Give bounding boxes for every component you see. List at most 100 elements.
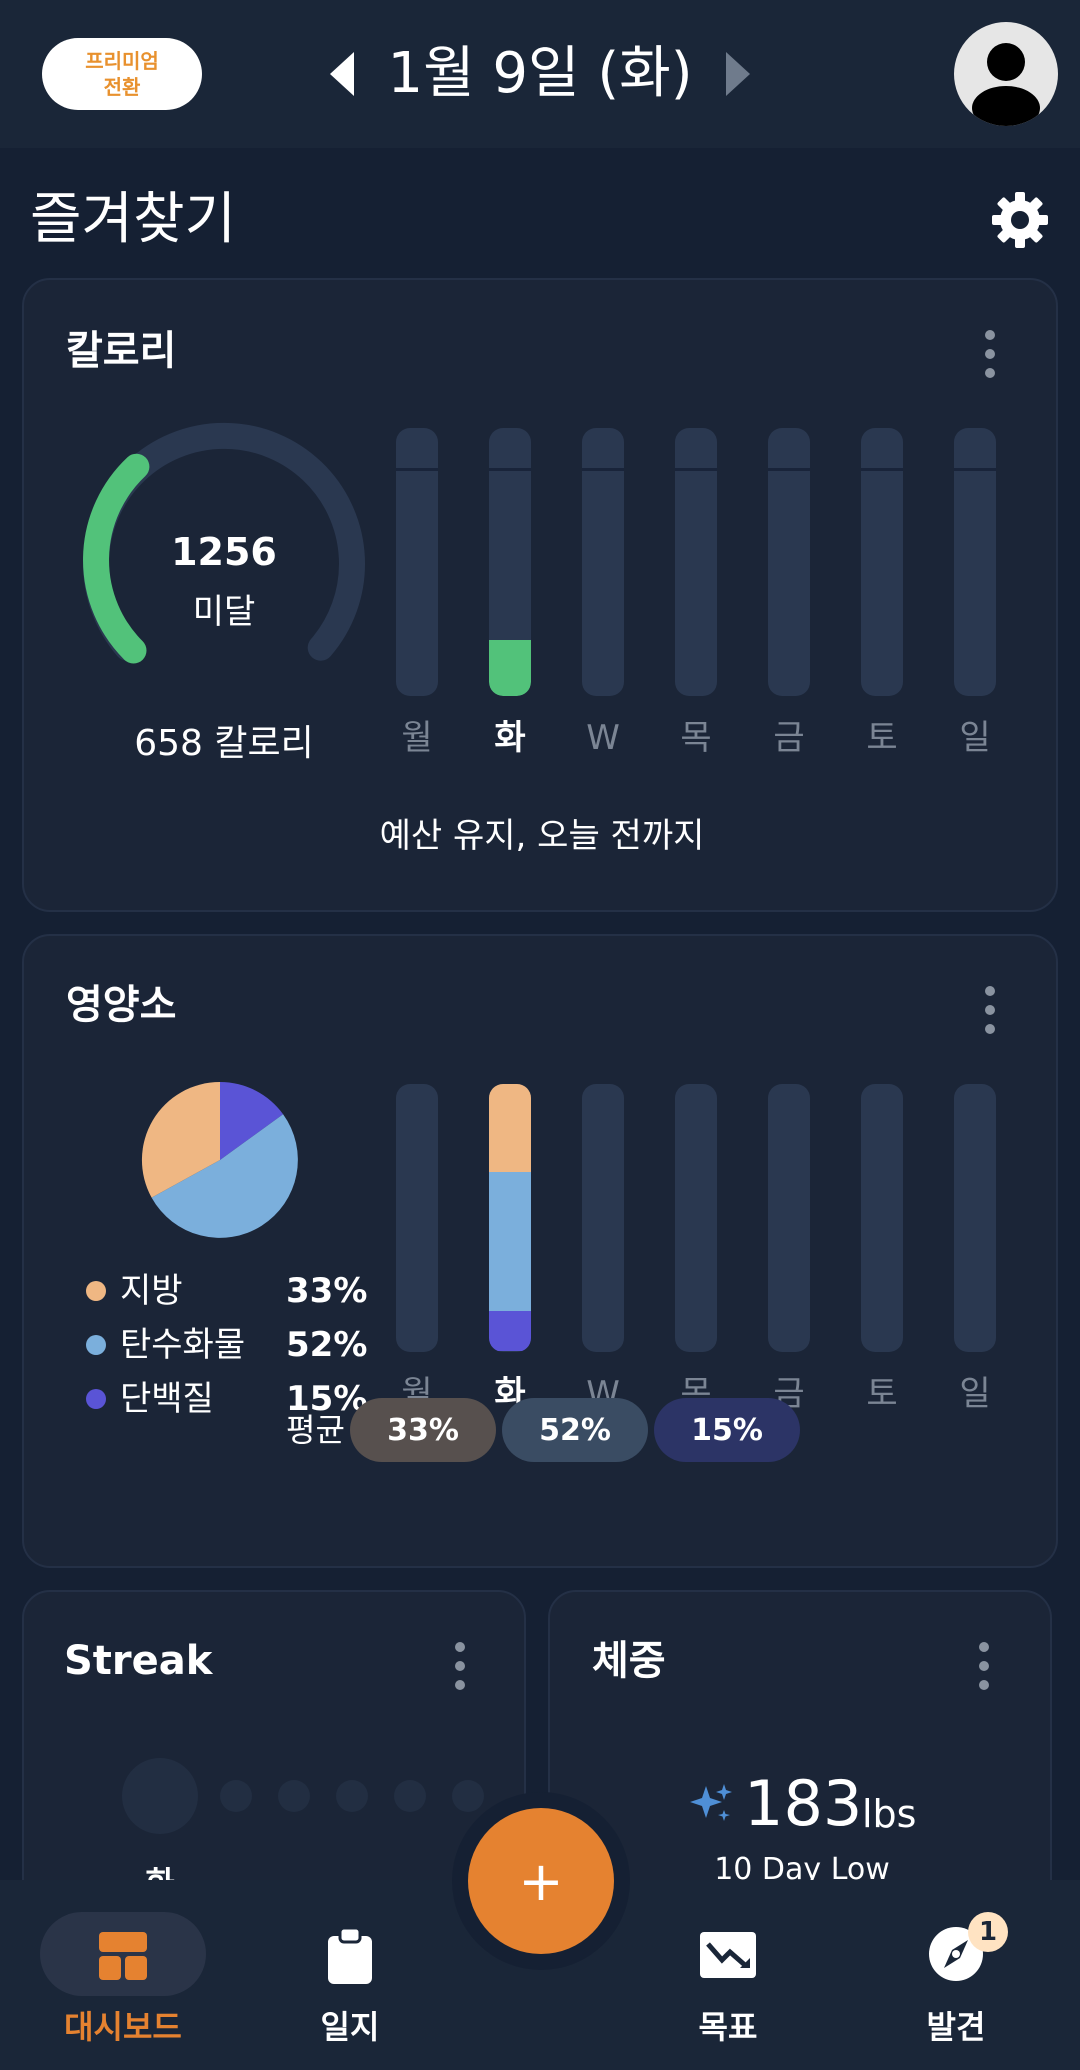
carbs-dot xyxy=(86,1335,106,1355)
profile-avatar[interactable] xyxy=(954,22,1058,126)
day-label: 일 xyxy=(959,718,991,758)
nav-diary[interactable]: 일지 xyxy=(270,1912,430,2046)
budget-line xyxy=(954,468,996,471)
day-bar-3[interactable] xyxy=(675,428,717,696)
macro-segment-1 xyxy=(489,1172,531,1311)
day-bar-1[interactable] xyxy=(489,428,531,696)
premium-upgrade-button[interactable]: 프리미엄 전환 xyxy=(42,38,202,110)
streak-dot xyxy=(394,1780,426,1812)
protein-dot xyxy=(86,1389,106,1409)
nav-active-indicator xyxy=(40,1912,206,1996)
day-bar-5[interactable] xyxy=(861,428,903,696)
day-bar-1[interactable] xyxy=(489,1084,531,1352)
gear-icon[interactable] xyxy=(988,188,1052,252)
person-icon xyxy=(972,43,1040,126)
macro-legend: 지방 33% 탄수화물 52% 단백질 15% xyxy=(86,1264,386,1426)
dashboard-icon xyxy=(99,1932,147,1980)
weight-card[interactable]: 체중 183 lbs 10 Day Low xyxy=(548,1590,1052,1920)
weight-menu-icon[interactable] xyxy=(978,1642,990,1690)
legend-row-carbs: 탄수화물 52% xyxy=(86,1318,386,1372)
calories-menu-icon[interactable] xyxy=(984,330,996,378)
streak-dot xyxy=(452,1780,484,1812)
streak-dot xyxy=(278,1780,310,1812)
premium-label-line1: 프리미엄 xyxy=(85,49,159,73)
legend-carbs-label: 탄수화물 xyxy=(120,1325,246,1365)
current-date[interactable]: 1월 9일 (화) xyxy=(387,41,693,106)
day-label: 금 xyxy=(773,718,805,758)
day-bar-0[interactable] xyxy=(396,1084,438,1352)
add-entry-button[interactable]: + xyxy=(468,1808,614,1954)
previous-day-icon[interactable] xyxy=(330,52,354,96)
macro-segment-0 xyxy=(489,1084,531,1172)
next-day-icon[interactable] xyxy=(726,52,750,96)
day-label: 일 xyxy=(959,1374,991,1414)
trending-down-chart-icon xyxy=(700,1932,756,1978)
legend-fat-pct: 33% xyxy=(286,1271,368,1311)
day-label: 토 xyxy=(866,718,898,758)
day-label: 목 xyxy=(680,718,712,758)
day-bar-2[interactable] xyxy=(582,1084,624,1352)
legend-carbs-pct: 52% xyxy=(286,1325,368,1365)
pie-slice-0 xyxy=(141,1082,220,1198)
calories-card[interactable]: 칼로리 1256 미달 658 칼로리 월 화 W 목 금 토 일 예산 유지, 오늘 전까… xyxy=(22,278,1058,912)
page-title: 즐겨찾기 xyxy=(30,187,237,252)
day-bar-3[interactable] xyxy=(675,1084,717,1352)
streak-card[interactable]: Streak 화 xyxy=(22,1590,526,1920)
day-bar-6[interactable] xyxy=(954,1084,996,1352)
macro-pie-chart xyxy=(141,1082,298,1238)
today-calorie-fill xyxy=(489,640,531,696)
day-label: 토 xyxy=(866,1374,898,1414)
day-label: 월 xyxy=(401,718,433,758)
day-bar-5[interactable] xyxy=(861,1084,903,1352)
calories-card-title: 칼로리 xyxy=(66,328,177,374)
weight-card-title: 체중 xyxy=(592,1638,666,1684)
streak-menu-icon[interactable] xyxy=(454,1642,466,1690)
budget-line xyxy=(768,468,810,471)
weight-unit: lbs xyxy=(862,1792,917,1836)
weight-value: 183 xyxy=(744,1767,863,1840)
budget-line xyxy=(489,468,531,471)
average-fat-pill: 33% xyxy=(350,1398,496,1462)
nav-goals-label: 목표 xyxy=(698,2008,758,2046)
legend-fat-label: 지방 xyxy=(120,1271,183,1311)
remaining-calories-label: 미달 xyxy=(192,592,256,632)
nav-discover[interactable]: 1 발견 xyxy=(876,1912,1036,2046)
streak-card-title: Streak xyxy=(64,1638,213,1684)
nav-dashboard-label: 대시보드 xyxy=(64,2008,182,2046)
budget-line xyxy=(675,468,717,471)
streak-today-circle xyxy=(122,1758,198,1834)
discover-badge: 1 xyxy=(968,1912,1008,1952)
day-bar-4[interactable] xyxy=(768,428,810,696)
day-label: 화 xyxy=(494,718,526,758)
nav-goals[interactable]: 목표 xyxy=(648,1912,808,2046)
streak-dot xyxy=(336,1780,368,1812)
day-bar-4[interactable] xyxy=(768,1084,810,1352)
day-bar-2[interactable] xyxy=(582,428,624,696)
nutrients-card-title: 영양소 xyxy=(66,982,177,1028)
macro-segment-2 xyxy=(489,1311,531,1351)
day-bar-6[interactable] xyxy=(954,428,996,696)
legend-row-fat: 지방 33% xyxy=(86,1264,386,1318)
day-bar-0[interactable] xyxy=(396,428,438,696)
calories-footer-text: 예산 유지, 오늘 전까지 xyxy=(379,816,705,856)
legend-protein-label: 단백질 xyxy=(120,1379,214,1419)
consumed-calories: 658 칼로리 xyxy=(134,723,314,764)
nav-discover-label: 발견 xyxy=(926,2008,986,2046)
budget-line xyxy=(861,468,903,471)
average-protein-pill: 15% xyxy=(654,1398,800,1462)
average-carbs-pill: 52% xyxy=(502,1398,648,1462)
nav-dashboard[interactable]: 대시보드 xyxy=(40,1912,206,2046)
premium-label-line2: 전환 xyxy=(103,75,141,99)
calorie-gauge xyxy=(83,422,365,664)
legend-row-protein: 단백질 15% xyxy=(86,1372,386,1426)
streak-dot xyxy=(220,1780,252,1812)
pie-slice-2 xyxy=(220,1082,284,1160)
average-label: 평균 xyxy=(286,1411,345,1449)
clipboard-icon xyxy=(328,1928,372,1984)
pie-slice-1 xyxy=(151,1114,298,1238)
budget-line xyxy=(582,468,624,471)
nutrients-menu-icon[interactable] xyxy=(984,986,996,1034)
sparkle-icon xyxy=(690,1784,732,1821)
budget-line xyxy=(396,468,438,471)
